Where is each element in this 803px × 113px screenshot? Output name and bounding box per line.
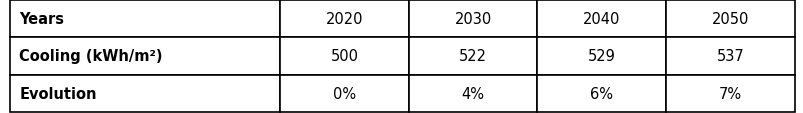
Text: 2050: 2050 [711, 12, 748, 27]
Text: 6%: 6% [589, 86, 613, 101]
Polygon shape [409, 1, 536, 38]
Text: 4%: 4% [461, 86, 484, 101]
Polygon shape [280, 75, 409, 112]
Polygon shape [536, 38, 665, 75]
Text: 2020: 2020 [325, 12, 363, 27]
Text: 0%: 0% [332, 86, 356, 101]
Polygon shape [10, 1, 280, 38]
Text: 2030: 2030 [454, 12, 491, 27]
Polygon shape [409, 38, 536, 75]
Text: 522: 522 [459, 49, 487, 64]
Text: 2040: 2040 [582, 12, 620, 27]
Text: Cooling (kWh/m²): Cooling (kWh/m²) [19, 49, 162, 64]
Text: 529: 529 [587, 49, 615, 64]
Polygon shape [665, 38, 793, 75]
Text: 537: 537 [715, 49, 744, 64]
Polygon shape [665, 75, 793, 112]
Polygon shape [10, 38, 280, 75]
Text: 500: 500 [330, 49, 358, 64]
Text: Evolution: Evolution [19, 86, 96, 101]
Polygon shape [280, 38, 409, 75]
Polygon shape [280, 1, 409, 38]
Text: Years: Years [19, 12, 64, 27]
Text: 7%: 7% [718, 86, 741, 101]
Polygon shape [536, 75, 665, 112]
Polygon shape [10, 75, 280, 112]
Polygon shape [409, 75, 536, 112]
Polygon shape [536, 1, 665, 38]
Polygon shape [665, 1, 793, 38]
